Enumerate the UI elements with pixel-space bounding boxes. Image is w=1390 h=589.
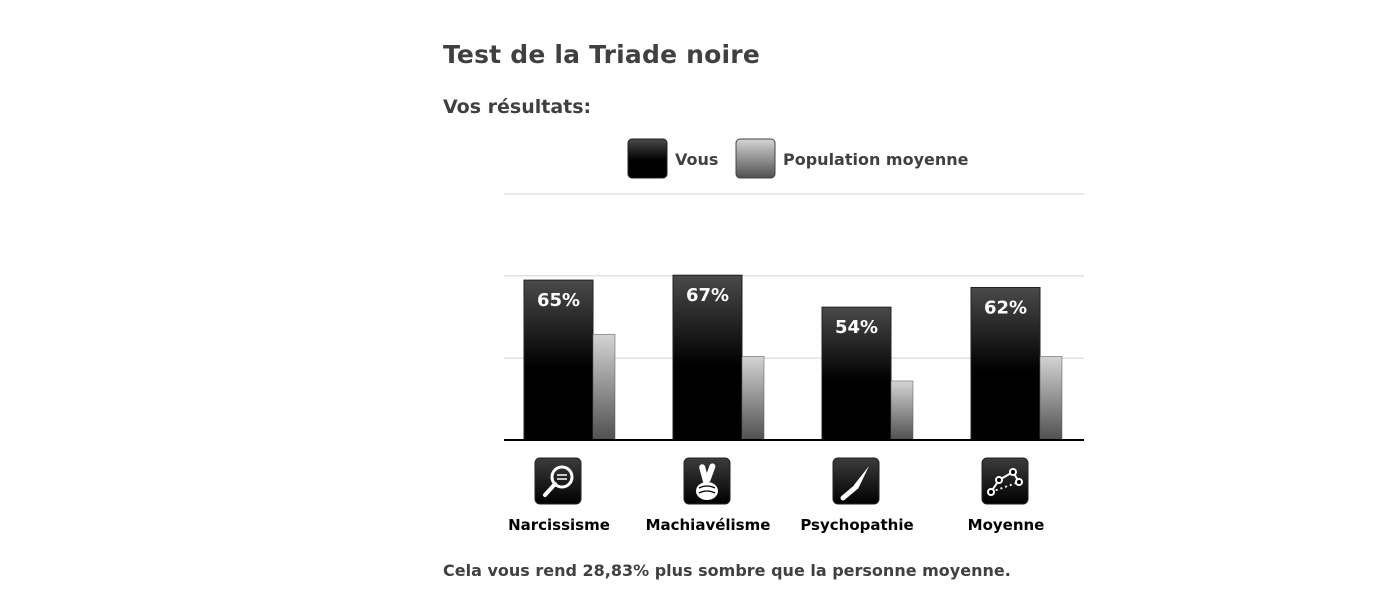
- category-label: Narcissisme: [508, 516, 610, 534]
- data-label-you: 62%: [984, 297, 1027, 318]
- results-bar-chart: Vous Population moyenne 65% 67%54%62% Nar: [504, 138, 1084, 534]
- knife-icon: [832, 457, 880, 505]
- category-labels: Narcissisme Machiavélisme Psychopathie Moye…: [508, 516, 1044, 534]
- category-label: Moyenne: [968, 516, 1045, 534]
- legend-label-you: Vous: [675, 150, 718, 169]
- bar-population-moyenne: [1039, 356, 1063, 441]
- chart-data-labels: 65% 67% 54% 62%: [537, 285, 1027, 338]
- results-heading: Vos résultats:: [443, 96, 592, 118]
- bar-population-machiavélisme: [741, 356, 765, 441]
- chart-bars: [523, 274, 1063, 441]
- bar-you-moyenne: [970, 286, 1041, 441]
- bar-population-narcissisme: [592, 333, 616, 441]
- category-label: Psychopathie: [800, 516, 913, 534]
- result-summary: Cela vous rend 28,83% plus sombre que la…: [443, 561, 1011, 580]
- legend-swatch-you: [627, 138, 668, 179]
- crossed-fingers-icon: [683, 457, 731, 505]
- bar-you-psychopathie: [821, 306, 892, 441]
- bar-population-psychopathie: [890, 380, 914, 441]
- category-label: Machiavélisme: [646, 516, 771, 534]
- data-label-you: 67%: [686, 285, 729, 306]
- dotted-trend-icon: [981, 457, 1029, 505]
- bar-you-machiavélisme: [672, 274, 743, 441]
- data-label-you: 54%: [835, 317, 878, 338]
- chart-legend: Vous Population moyenne: [627, 138, 969, 179]
- data-label-you: 65%: [537, 290, 580, 311]
- legend-label-population: Population moyenne: [783, 150, 969, 169]
- magnifying-glass-icon: [534, 457, 582, 505]
- legend-swatch-population: [735, 138, 776, 179]
- page-title: Test de la Triade noire: [443, 40, 760, 69]
